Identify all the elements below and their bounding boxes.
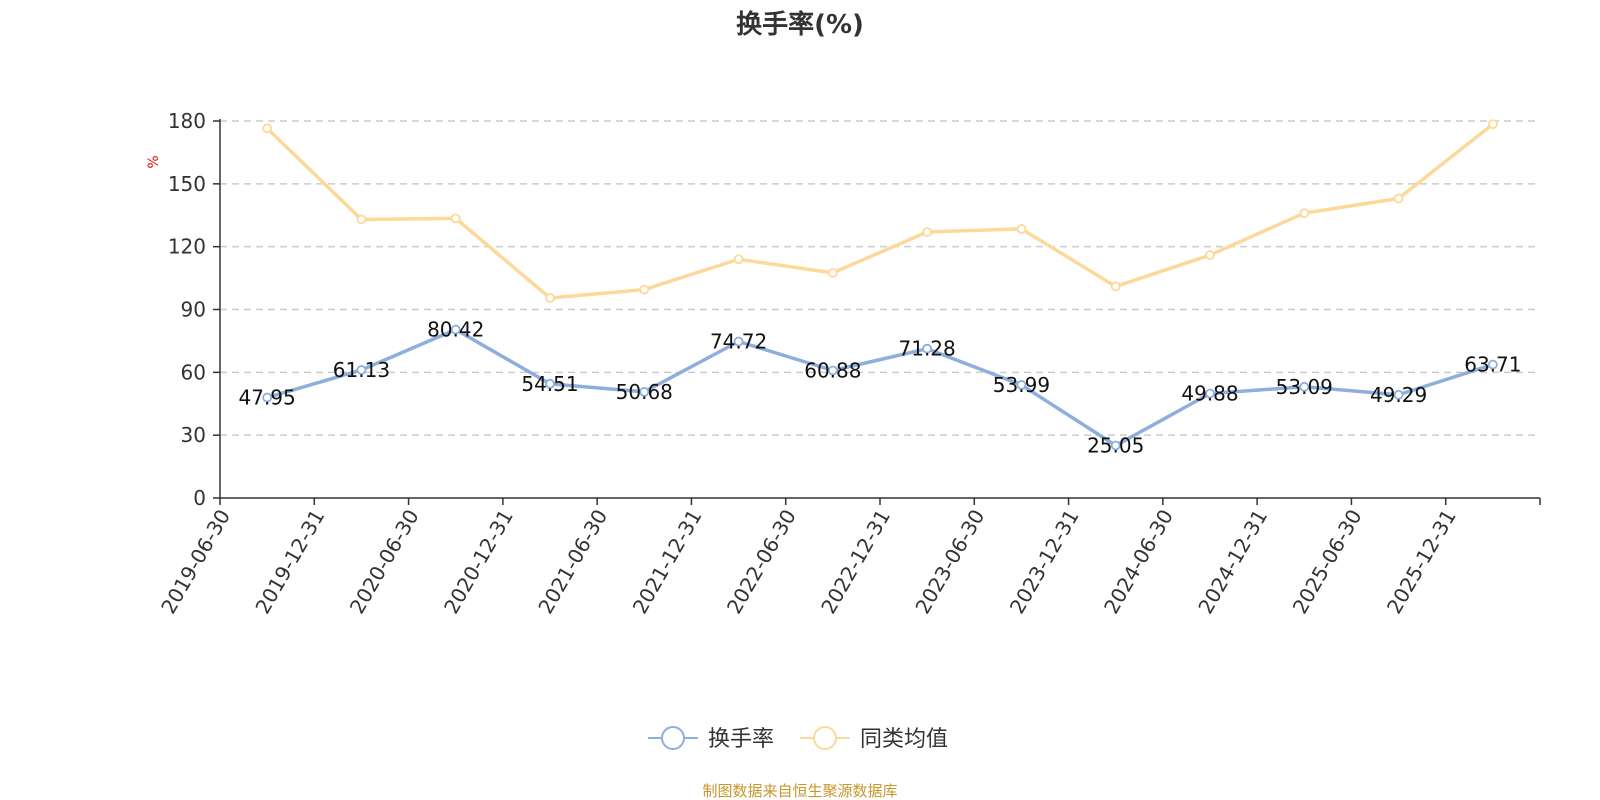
source-note: 制图数据来自恒生聚源数据库 <box>702 782 897 800</box>
series-0-point-13[interactable] <box>1487 359 1498 370</box>
series-1-point-1[interactable] <box>356 214 367 225</box>
y-tick-label-30: 30 <box>181 423 206 447</box>
series-1-point-10[interactable] <box>1205 250 1215 260</box>
x-tick-label-2024-12-31: 2024-12-31 <box>1193 505 1272 618</box>
legend[interactable]: 换手率 同类均值 <box>648 726 948 752</box>
data-label-0: 47.95 <box>239 386 296 410</box>
series-1-point-11[interactable] <box>1299 208 1310 219</box>
y-tick-label-150: 150 <box>168 172 206 196</box>
grid-lines <box>220 120 1540 436</box>
data-labels: 47.95 61.13 80.42 54.51 50.68 74.72 60.88 71.28… <box>239 318 1522 458</box>
series-0-point-4[interactable] <box>639 386 650 397</box>
y-tick-label-90: 90 <box>181 298 206 322</box>
x-tick-label-2021-06-30: 2021-06-30 <box>533 505 612 618</box>
series-0-point-1[interactable] <box>356 365 367 375</box>
data-label-11: 53.09 <box>1276 375 1333 399</box>
data-label-12: 49.29 <box>1370 383 1427 407</box>
x-tick-label-2024-06-30: 2024-06-30 <box>1099 505 1178 618</box>
data-label-8: 53.99 <box>993 373 1050 397</box>
series-1-point-3[interactable] <box>545 293 555 303</box>
legend-marker-1 <box>813 726 837 750</box>
series-0-point-8[interactable] <box>1016 380 1027 390</box>
series-1-point-7[interactable] <box>922 227 933 237</box>
legend-label-0[interactable]: 换手率 <box>708 727 774 752</box>
series-0-point-5[interactable] <box>733 336 744 347</box>
x-tick-label-2023-12-31: 2023-12-31 <box>1005 505 1084 618</box>
x-tick-label-2019-12-31: 2019-12-31 <box>250 505 329 618</box>
series-0-point-10[interactable] <box>1205 388 1215 399</box>
data-label-13: 63.71 <box>1464 353 1521 377</box>
data-label-9: 25.05 <box>1087 434 1144 458</box>
series-line-1 <box>265 122 1494 300</box>
x-tick-label-2020-12-31: 2020-12-31 <box>439 505 518 618</box>
y-axis-unit: % <box>146 155 162 168</box>
x-tick-label-2022-12-31: 2022-12-31 <box>816 505 895 618</box>
series-1-point-0[interactable] <box>262 123 273 134</box>
x-tick-label-2020-06-30: 2020-06-30 <box>345 505 424 618</box>
data-label-3: 54.51 <box>521 372 578 396</box>
data-label-1: 61.13 <box>333 358 390 382</box>
series-0-point-3[interactable] <box>545 378 555 389</box>
x-tick-label-2021-12-31: 2021-12-31 <box>628 505 707 618</box>
data-label-6: 60.88 <box>804 358 861 382</box>
series-1-point-8[interactable] <box>1016 223 1027 234</box>
y-tick-label-0: 0 <box>193 486 206 510</box>
series-1-point-12[interactable] <box>1393 193 1404 204</box>
chart-title: 换手率(%) <box>736 9 864 40</box>
series-1-point-4[interactable] <box>639 284 650 295</box>
series-1-point-6[interactable] <box>827 267 838 278</box>
series-0-point-11[interactable] <box>1299 381 1310 392</box>
series-0-point-0[interactable] <box>262 392 273 403</box>
series-1-point-13[interactable] <box>1487 119 1498 130</box>
data-label-7: 71.28 <box>899 337 956 361</box>
series-0-point-7[interactable] <box>922 343 933 354</box>
legend-label-1[interactable]: 同类均值 <box>860 727 948 752</box>
series-1-point-2[interactable] <box>450 213 461 224</box>
series-1-point-5[interactable] <box>733 254 744 265</box>
series-0-point-9[interactable] <box>1110 440 1121 451</box>
y-tick-label-60: 60 <box>181 360 206 384</box>
series-lines <box>262 119 1498 451</box>
series-1-point-9[interactable] <box>1110 281 1121 292</box>
y-tick-label-120: 120 <box>168 235 206 259</box>
x-tick-label-2022-06-30: 2022-06-30 <box>722 505 801 618</box>
series-line-0 <box>266 327 1494 448</box>
data-label-5: 74.72 <box>710 330 767 354</box>
data-label-2: 80.42 <box>427 318 484 342</box>
series-0-point-12[interactable] <box>1393 389 1404 400</box>
x-tick-label-2025-06-30: 2025-06-30 <box>1288 505 1367 618</box>
data-label-4: 50.68 <box>616 380 673 404</box>
series-0-point-6[interactable] <box>827 365 838 376</box>
x-tick-label-2023-06-30: 2023-06-30 <box>910 505 989 618</box>
x-tick-label-2025-12-31: 2025-12-31 <box>1382 505 1461 618</box>
data-label-10: 49.88 <box>1181 382 1238 406</box>
series-0-point-2[interactable] <box>450 324 461 335</box>
legend-marker-0 <box>661 726 685 750</box>
x-tick-label-2019-06-30: 2019-06-30 <box>156 505 235 618</box>
y-tick-label-180: 180 <box>168 109 206 133</box>
